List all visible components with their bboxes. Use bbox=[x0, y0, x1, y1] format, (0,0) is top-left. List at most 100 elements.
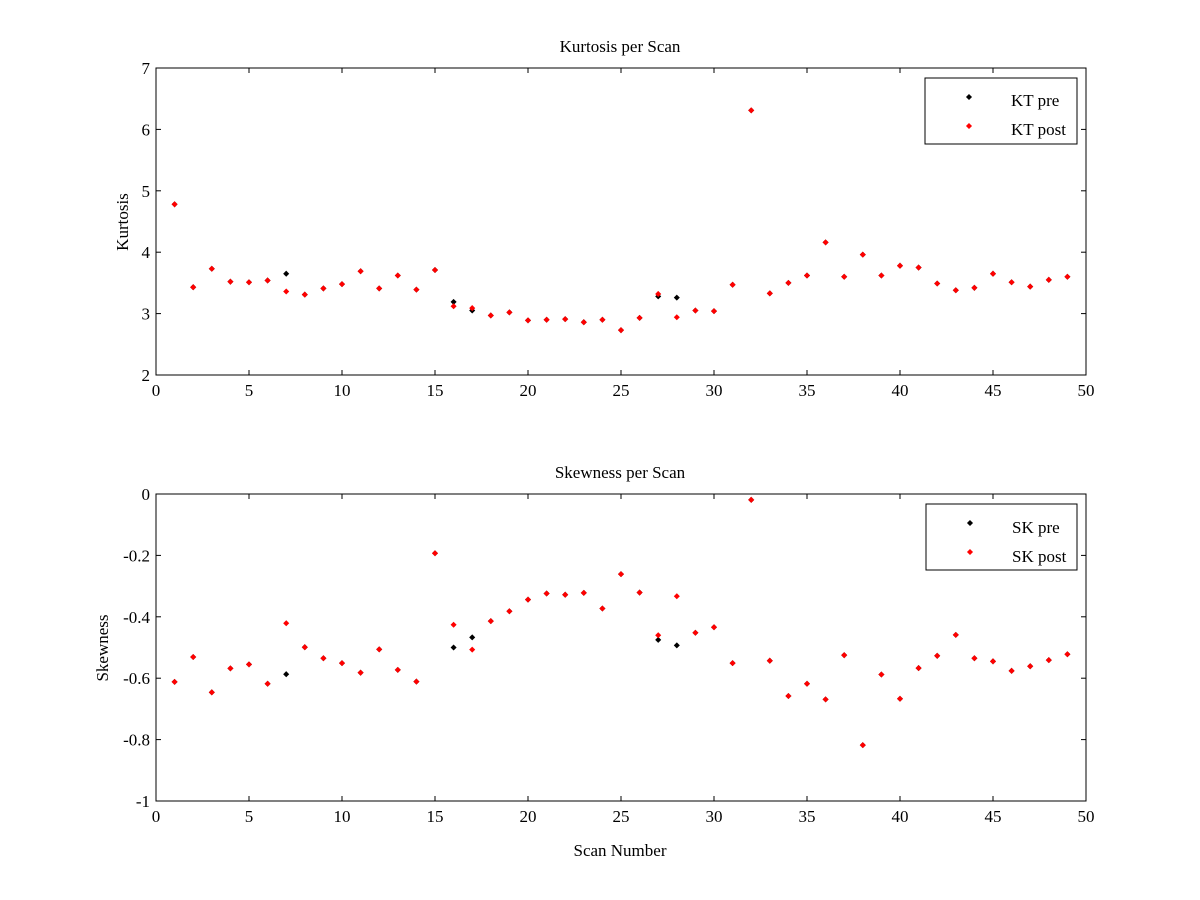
kurtosis-post-point bbox=[803, 272, 811, 279]
skewness-post-point bbox=[729, 660, 736, 667]
kurtosis-post-point bbox=[841, 273, 848, 280]
skewness-xtick-label: 35 bbox=[799, 807, 816, 826]
skewness-xtick-label: 50 bbox=[1078, 807, 1095, 826]
skewness-post-point bbox=[394, 666, 401, 673]
skewness-legend-pre-marker bbox=[966, 519, 974, 527]
kurtosis-post-point bbox=[413, 286, 420, 293]
skewness-legend: SK pre SK post bbox=[925, 503, 1078, 571]
skewness-post-point bbox=[934, 652, 941, 659]
skewness-ytick-label: -0.8 bbox=[123, 731, 150, 750]
kurtosis-post-point bbox=[580, 319, 587, 326]
skewness-ytick-label: 0 bbox=[142, 485, 151, 504]
kurtosis-post-point bbox=[692, 307, 699, 314]
skewness-post-point bbox=[208, 689, 215, 696]
skewness-post-point bbox=[487, 618, 494, 625]
kurtosis-post-point bbox=[208, 265, 215, 272]
skewness-post-point bbox=[413, 678, 420, 685]
skewness-post-point bbox=[320, 655, 327, 662]
skewness-pre-point bbox=[450, 644, 457, 651]
skewness-xtick-label: 10 bbox=[334, 807, 351, 826]
kurtosis-post-point bbox=[301, 291, 308, 298]
kurtosis-post-point bbox=[748, 107, 755, 114]
skewness-title: Skewness per Scan bbox=[555, 463, 686, 482]
kurtosis-post-point bbox=[655, 290, 662, 297]
kurtosis-post-point bbox=[710, 308, 718, 315]
skewness-post-point bbox=[785, 692, 792, 700]
skewness-pre-point bbox=[469, 634, 476, 641]
skewness-xtick-label: 40 bbox=[892, 807, 909, 826]
kurtosis-post-point bbox=[338, 281, 346, 288]
skewness-legend-post-marker bbox=[966, 548, 974, 556]
skewness-xtick-label: 5 bbox=[245, 807, 254, 826]
kurtosis-xtick-label: 30 bbox=[706, 381, 723, 400]
kurtosis-post-point bbox=[227, 278, 234, 285]
skewness-post-point bbox=[617, 571, 625, 578]
skewness-pre-point bbox=[673, 642, 680, 649]
kurtosis-post-point bbox=[431, 266, 439, 274]
kurtosis-post-point bbox=[766, 290, 773, 297]
skewness-ytick-label: -0.2 bbox=[123, 546, 150, 565]
kurtosis-legend: KT pre KT post bbox=[924, 77, 1078, 145]
kurtosis-post-point bbox=[896, 262, 904, 269]
kurtosis-post-point bbox=[934, 280, 941, 287]
kurtosis-post-point bbox=[878, 272, 885, 279]
kurtosis-post-point bbox=[617, 327, 625, 334]
skewness-pre-point bbox=[655, 636, 662, 643]
kurtosis-post-point bbox=[1064, 273, 1071, 280]
skewness-post-point bbox=[1045, 657, 1052, 664]
skewness-post-point bbox=[543, 590, 550, 597]
kurtosis-title: Kurtosis per Scan bbox=[560, 37, 681, 56]
kurtosis-post-point bbox=[729, 281, 736, 288]
kurtosis-ytick-label: 2 bbox=[142, 366, 151, 385]
kurtosis-post-point bbox=[264, 277, 271, 284]
kurtosis-post-point bbox=[171, 201, 178, 208]
kurtosis-post-point bbox=[971, 284, 978, 291]
skewness-xtick-label: 15 bbox=[427, 807, 444, 826]
skewness-xtick-label: 30 bbox=[706, 807, 723, 826]
kurtosis-legend-post-marker bbox=[965, 122, 973, 130]
skewness-post-point bbox=[431, 550, 439, 557]
kurtosis-legend-label-pre: KT pre bbox=[1011, 91, 1059, 110]
kurtosis-post-point bbox=[1027, 283, 1034, 290]
kurtosis-legend-marker-post bbox=[965, 122, 973, 130]
skewness-ytick-label: -0.4 bbox=[123, 608, 150, 627]
skewness-axis-ticks: 0 5 10 15 20 25 30 35 40 45 50 -1 -0.8 -0.6 -0.4 -0.2 0 bbox=[123, 485, 1094, 826]
kurtosis-post-point bbox=[524, 317, 532, 324]
skewness-post-point bbox=[673, 593, 680, 600]
skewness-ylabel: Skewness bbox=[93, 614, 112, 681]
kurtosis-post-point bbox=[469, 305, 476, 312]
kurtosis-xtick-label: 15 bbox=[427, 381, 444, 400]
kurtosis-post-point bbox=[859, 251, 866, 258]
skewness-post-point bbox=[580, 589, 587, 596]
kurtosis-ytick-label: 5 bbox=[142, 182, 151, 201]
skewness-post-point bbox=[1008, 667, 1015, 674]
skewness-post-point bbox=[1027, 663, 1034, 670]
skewness-post-point bbox=[599, 605, 606, 612]
kurtosis-xtick-label: 50 bbox=[1078, 381, 1095, 400]
skewness-post-point bbox=[952, 631, 959, 638]
kurtosis-post-point bbox=[357, 268, 364, 275]
kurtosis-ylabel: Kurtosis bbox=[113, 193, 132, 251]
skewness-post-point bbox=[301, 644, 308, 651]
skewness-post-point bbox=[841, 652, 848, 659]
kurtosis-legend-label-post: KT post bbox=[1011, 120, 1066, 139]
kurtosis-post-point bbox=[915, 264, 922, 271]
skewness-post-point bbox=[989, 658, 997, 665]
skewness-post-point bbox=[859, 742, 866, 749]
skewness-post-point bbox=[264, 680, 271, 687]
kurtosis-xtick-label: 40 bbox=[892, 381, 909, 400]
skewness-pre-point bbox=[283, 671, 290, 678]
skewness-post-point bbox=[1064, 651, 1071, 658]
skewness-post-point bbox=[227, 665, 234, 672]
kurtosis-legend-box bbox=[924, 77, 1078, 145]
skewness-xtick-label: 20 bbox=[520, 807, 537, 826]
skewness-post-point bbox=[655, 632, 662, 639]
skewness-post-point bbox=[190, 653, 197, 661]
kurtosis-xtick-label: 10 bbox=[334, 381, 351, 400]
kurtosis-post-point bbox=[450, 303, 457, 310]
kurtosis-post-point bbox=[376, 285, 383, 292]
skewness-post-point bbox=[524, 596, 532, 603]
skewness-legend-marker-pre bbox=[966, 519, 974, 527]
